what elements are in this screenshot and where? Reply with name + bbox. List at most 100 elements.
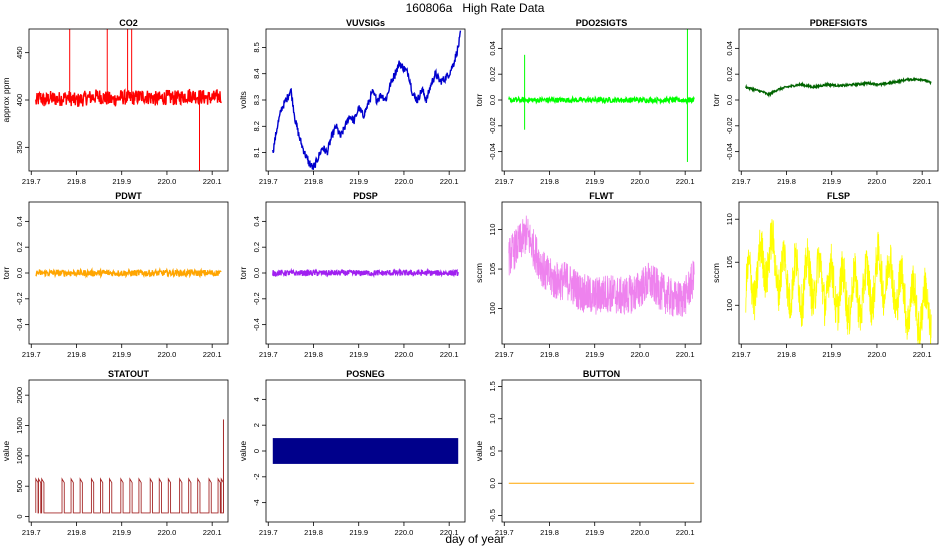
x-tick-label: 220.1 — [203, 528, 222, 537]
panel-title: VUVSIGs — [346, 18, 385, 28]
panel-posneg: POSNEG value 219.7 219.8 219.9 220.0 220.1 -4 -2… — [238, 369, 466, 537]
panel-title: FLSP — [827, 191, 850, 201]
x-axis: 219.7 219.8 219.9 220.0 220.1 — [495, 344, 695, 359]
x-tick-label: 219.9 — [585, 350, 604, 359]
x-tick-label: 220.0 — [158, 177, 177, 186]
x-tick-label: 219.8 — [540, 528, 559, 537]
y-tick-label: 2000 — [15, 387, 24, 404]
data-layer — [35, 267, 222, 279]
plot-frame — [265, 28, 466, 172]
x-tick-label: 220.1 — [440, 177, 459, 186]
x-tick-label: 220.0 — [868, 350, 887, 359]
x-axis: 219.7 219.8 219.9 220.0 220.1 — [259, 171, 459, 186]
data-layer — [35, 419, 224, 514]
x-tick-label: 220.1 — [203, 350, 222, 359]
x-tick-label: 220.1 — [440, 528, 459, 537]
y-axis-label: torr — [474, 93, 484, 106]
plot-frame — [501, 379, 702, 523]
x-tick-label: 220.0 — [395, 528, 414, 537]
y-tick-label: 100 — [488, 302, 497, 315]
panel-button: BUTTON value 219.7 219.8 219.9 220.0 220.1 -0.5… — [474, 369, 702, 537]
y-tick-label: -4 — [252, 499, 261, 506]
y-tick-label: 1.0 — [488, 414, 497, 424]
y-tick-label: 1000 — [15, 448, 24, 465]
y-tick-label: 350 — [15, 141, 24, 154]
series-line — [745, 76, 932, 98]
x-tick-label: 219.7 — [495, 177, 514, 186]
x-tick-label: 219.9 — [349, 528, 368, 537]
y-axis: 8.1 8.2 8.3 8.4 8.5 — [252, 42, 266, 158]
plot-frame — [501, 201, 702, 345]
y-axis: -0.4 -0.2 0.0 0.2 0.4 — [252, 216, 266, 331]
x-axis: 219.7 219.8 219.9 220.0 220.1 — [259, 522, 459, 537]
y-tick-label: -0.2 — [15, 292, 24, 305]
data-layer — [35, 29, 222, 171]
y-tick-label: 0.0 — [488, 478, 497, 488]
y-tick-label: 8.4 — [252, 68, 261, 78]
y-axis-label: volts — [238, 91, 248, 108]
y-tick-label: -0.4 — [252, 318, 261, 331]
x-tick-label: 219.8 — [304, 350, 323, 359]
y-tick-label: 1.5 — [488, 381, 497, 391]
y-axis: -0.4 -0.2 0.0 0.2 0.4 — [15, 216, 29, 331]
y-tick-label: 0.02 — [725, 67, 734, 82]
x-tick-label: 219.9 — [822, 350, 841, 359]
x-tick-label: 220.1 — [676, 177, 695, 186]
y-axis: -0.04 -0.02 0.0 0.02 0.04 — [725, 41, 739, 160]
panel-title: PDREFSIGTS — [810, 18, 868, 28]
y-tick-label: 500 — [15, 480, 24, 493]
x-axis: 219.7 219.8 219.9 220.0 220.1 — [22, 522, 222, 537]
y-tick-label: 110 — [488, 224, 497, 236]
x-tick-label: 219.8 — [67, 177, 86, 186]
x-tick-label: 219.8 — [304, 528, 323, 537]
panel-pdrefsigts: PDREFSIGTS torr 219.7 219.8 219.9 220.0 220.1 -… — [711, 18, 939, 186]
data-layer — [272, 438, 459, 464]
y-tick-label: 0 — [252, 449, 261, 453]
y-axis-label: value — [1, 441, 11, 462]
x-tick-label: 219.9 — [349, 350, 368, 359]
y-axis: -4 -2 0 2 4 — [252, 397, 266, 506]
panel-title: FLWT — [589, 191, 614, 201]
series-band — [745, 219, 932, 344]
x-tick-label: 219.7 — [22, 350, 41, 359]
series-line — [35, 88, 222, 107]
x-axis: 219.7 219.8 219.9 220.0 220.1 — [22, 344, 222, 359]
x-tick-label: 219.8 — [540, 177, 559, 186]
y-axis-label: value — [238, 441, 248, 462]
y-tick-label: 0.0 — [15, 268, 24, 278]
y-tick-label: -0.02 — [488, 117, 497, 134]
x-tick-label: 219.9 — [112, 528, 131, 537]
x-tick-label: 219.7 — [259, 177, 278, 186]
y-tick-label: 0.4 — [252, 216, 261, 226]
x-tick-label: 219.8 — [777, 350, 796, 359]
x-tick-label: 220.0 — [158, 528, 177, 537]
y-tick-label: 8.2 — [252, 121, 261, 131]
data-layer — [272, 267, 459, 279]
x-tick-label: 219.8 — [540, 350, 559, 359]
y-axis-label: torr — [1, 266, 11, 279]
x-axis: 219.7 219.8 219.9 220.0 220.1 — [22, 171, 222, 186]
x-tick-label: 219.8 — [777, 177, 796, 186]
y-tick-label: 0.0 — [725, 95, 734, 105]
data-layer — [745, 76, 932, 98]
y-tick-label: -0.02 — [725, 117, 734, 134]
y-tick-label: -0.5 — [488, 509, 497, 522]
x-tick-label: 220.0 — [868, 177, 887, 186]
x-tick-label: 219.9 — [822, 177, 841, 186]
x-tick-label: 219.8 — [67, 528, 86, 537]
y-tick-label: 0 — [15, 514, 24, 518]
panel-pdo2sigts: PDO2SIGTS torr 219.7 219.8 219.9 220.0 220.1 -0… — [474, 18, 702, 186]
x-tick-label: 220.0 — [395, 350, 414, 359]
y-axis-label: approx ppm — [1, 78, 11, 123]
x-axis: 219.7 219.8 219.9 220.0 220.1 — [732, 344, 932, 359]
y-tick-label: 0.04 — [488, 41, 497, 56]
y-tick-label: 0.02 — [488, 67, 497, 82]
y-axis-label: sccm — [711, 263, 721, 283]
x-tick-label: 219.7 — [259, 528, 278, 537]
y-axis-label: torr — [238, 266, 248, 279]
panel-title: PDSP — [353, 191, 378, 201]
